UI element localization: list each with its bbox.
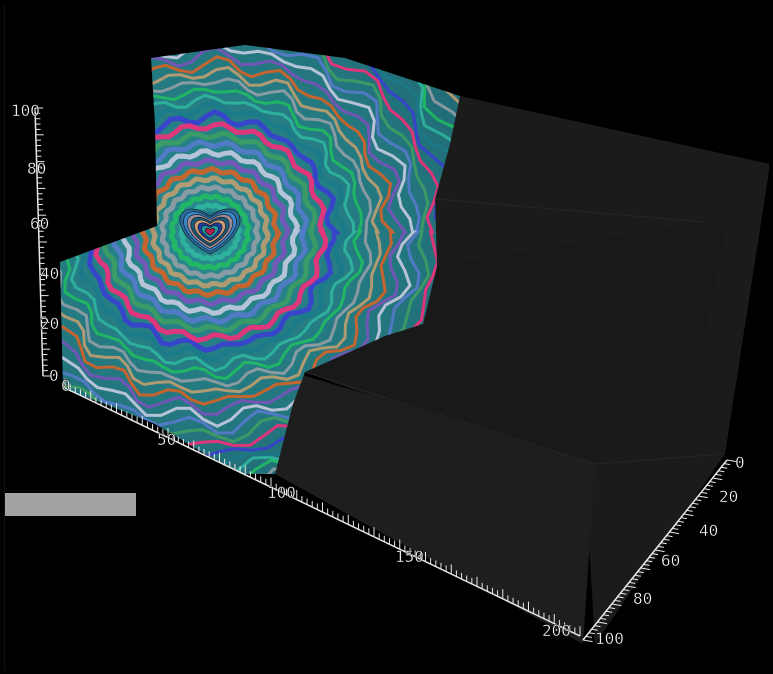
axis-tick (703, 488, 711, 491)
box-front-face (275, 372, 595, 644)
axis-tick (675, 524, 682, 527)
z-tick-label: 40 (40, 264, 59, 283)
axis-tick (721, 466, 728, 469)
axis-tick (597, 621, 608, 625)
z-tick-label: 20 (40, 314, 59, 333)
axis-tick (652, 553, 659, 556)
axis-tick (646, 560, 653, 563)
axis-tick (600, 617, 607, 620)
contour-ring (60, 65, 384, 394)
y-tick-label: 20 (719, 487, 738, 506)
axis-tick (634, 574, 641, 577)
contour-ring (60, 55, 396, 406)
z-axis (34, 107, 51, 377)
axis-tick (698, 495, 708, 499)
x-tick-label: 150 (395, 547, 424, 566)
axis-tick (640, 567, 651, 571)
axis-tick (654, 549, 665, 553)
x-tick-label: 50 (157, 430, 176, 449)
z-tick-label: 80 (27, 159, 46, 178)
axis-tick (706, 484, 713, 487)
axis-tick (660, 542, 667, 545)
axis-tick (666, 535, 673, 538)
z-tick-label: 60 (30, 214, 49, 233)
axis-tick (683, 513, 694, 517)
axis-tick (588, 632, 595, 635)
heart-core (179, 208, 241, 255)
axis-tick (608, 607, 616, 610)
axis-tick (626, 585, 636, 589)
z-tick-label: 100 (11, 101, 40, 120)
x-tick-label: 0 (61, 376, 71, 395)
axis-tick (715, 473, 722, 476)
axis-tick (709, 481, 716, 484)
axis-tick (663, 538, 670, 541)
axis-tick (582, 639, 593, 643)
y-tick-label: 60 (661, 551, 680, 570)
axis-tick (700, 491, 708, 494)
axis-tick (603, 614, 610, 617)
axis-tick (614, 599, 621, 602)
axis-tick (680, 517, 688, 520)
axis-tick (628, 581, 636, 584)
contour-ring (60, 87, 365, 380)
heart-layer (204, 228, 216, 236)
axis-tick (657, 545, 664, 548)
axis-tick (594, 625, 601, 628)
contour-ring (149, 175, 271, 289)
z-tick-label: 0 (49, 366, 59, 385)
x-tick-label: 200 (542, 621, 571, 640)
y-tick-label: 80 (633, 589, 652, 608)
axis-tick (611, 603, 622, 607)
overlay-bar (5, 493, 136, 516)
contour-ring (159, 184, 261, 280)
axis-tick (677, 520, 685, 523)
contour-ring (60, 77, 373, 388)
3d-viewport[interactable]: 0 20 40 60 80 100 0 50 100 150 200 0 20 40 60 80 100 (4, 4, 769, 670)
x-tick-label: 100 (267, 483, 296, 502)
axis-tick (637, 571, 644, 574)
y-tick-label: 40 (699, 521, 718, 540)
axis-tick (617, 596, 624, 599)
axis-tick (631, 578, 639, 581)
axis-tick (669, 531, 680, 535)
axis-tick (726, 459, 737, 463)
contour-ring (168, 193, 252, 271)
y-tick-label: 0 (735, 453, 745, 472)
axis-tick (623, 589, 630, 592)
y-tick-label: 100 (595, 629, 624, 648)
axis-tick (591, 628, 598, 631)
axis-tick (712, 477, 723, 481)
axis-tick (724, 463, 731, 466)
axis-tick (718, 470, 725, 473)
axis-tick (605, 610, 613, 613)
axis-tick (643, 563, 650, 566)
axis-tick (692, 502, 699, 505)
x-axis (64, 378, 581, 637)
axis-tick (689, 506, 696, 509)
axis-tick (672, 527, 679, 530)
axis-tick (620, 592, 627, 595)
axis-tick (649, 556, 656, 559)
axis-tick (695, 499, 702, 502)
axis-tick (686, 509, 693, 512)
y-axis (582, 459, 737, 643)
axis-tick (585, 635, 592, 638)
